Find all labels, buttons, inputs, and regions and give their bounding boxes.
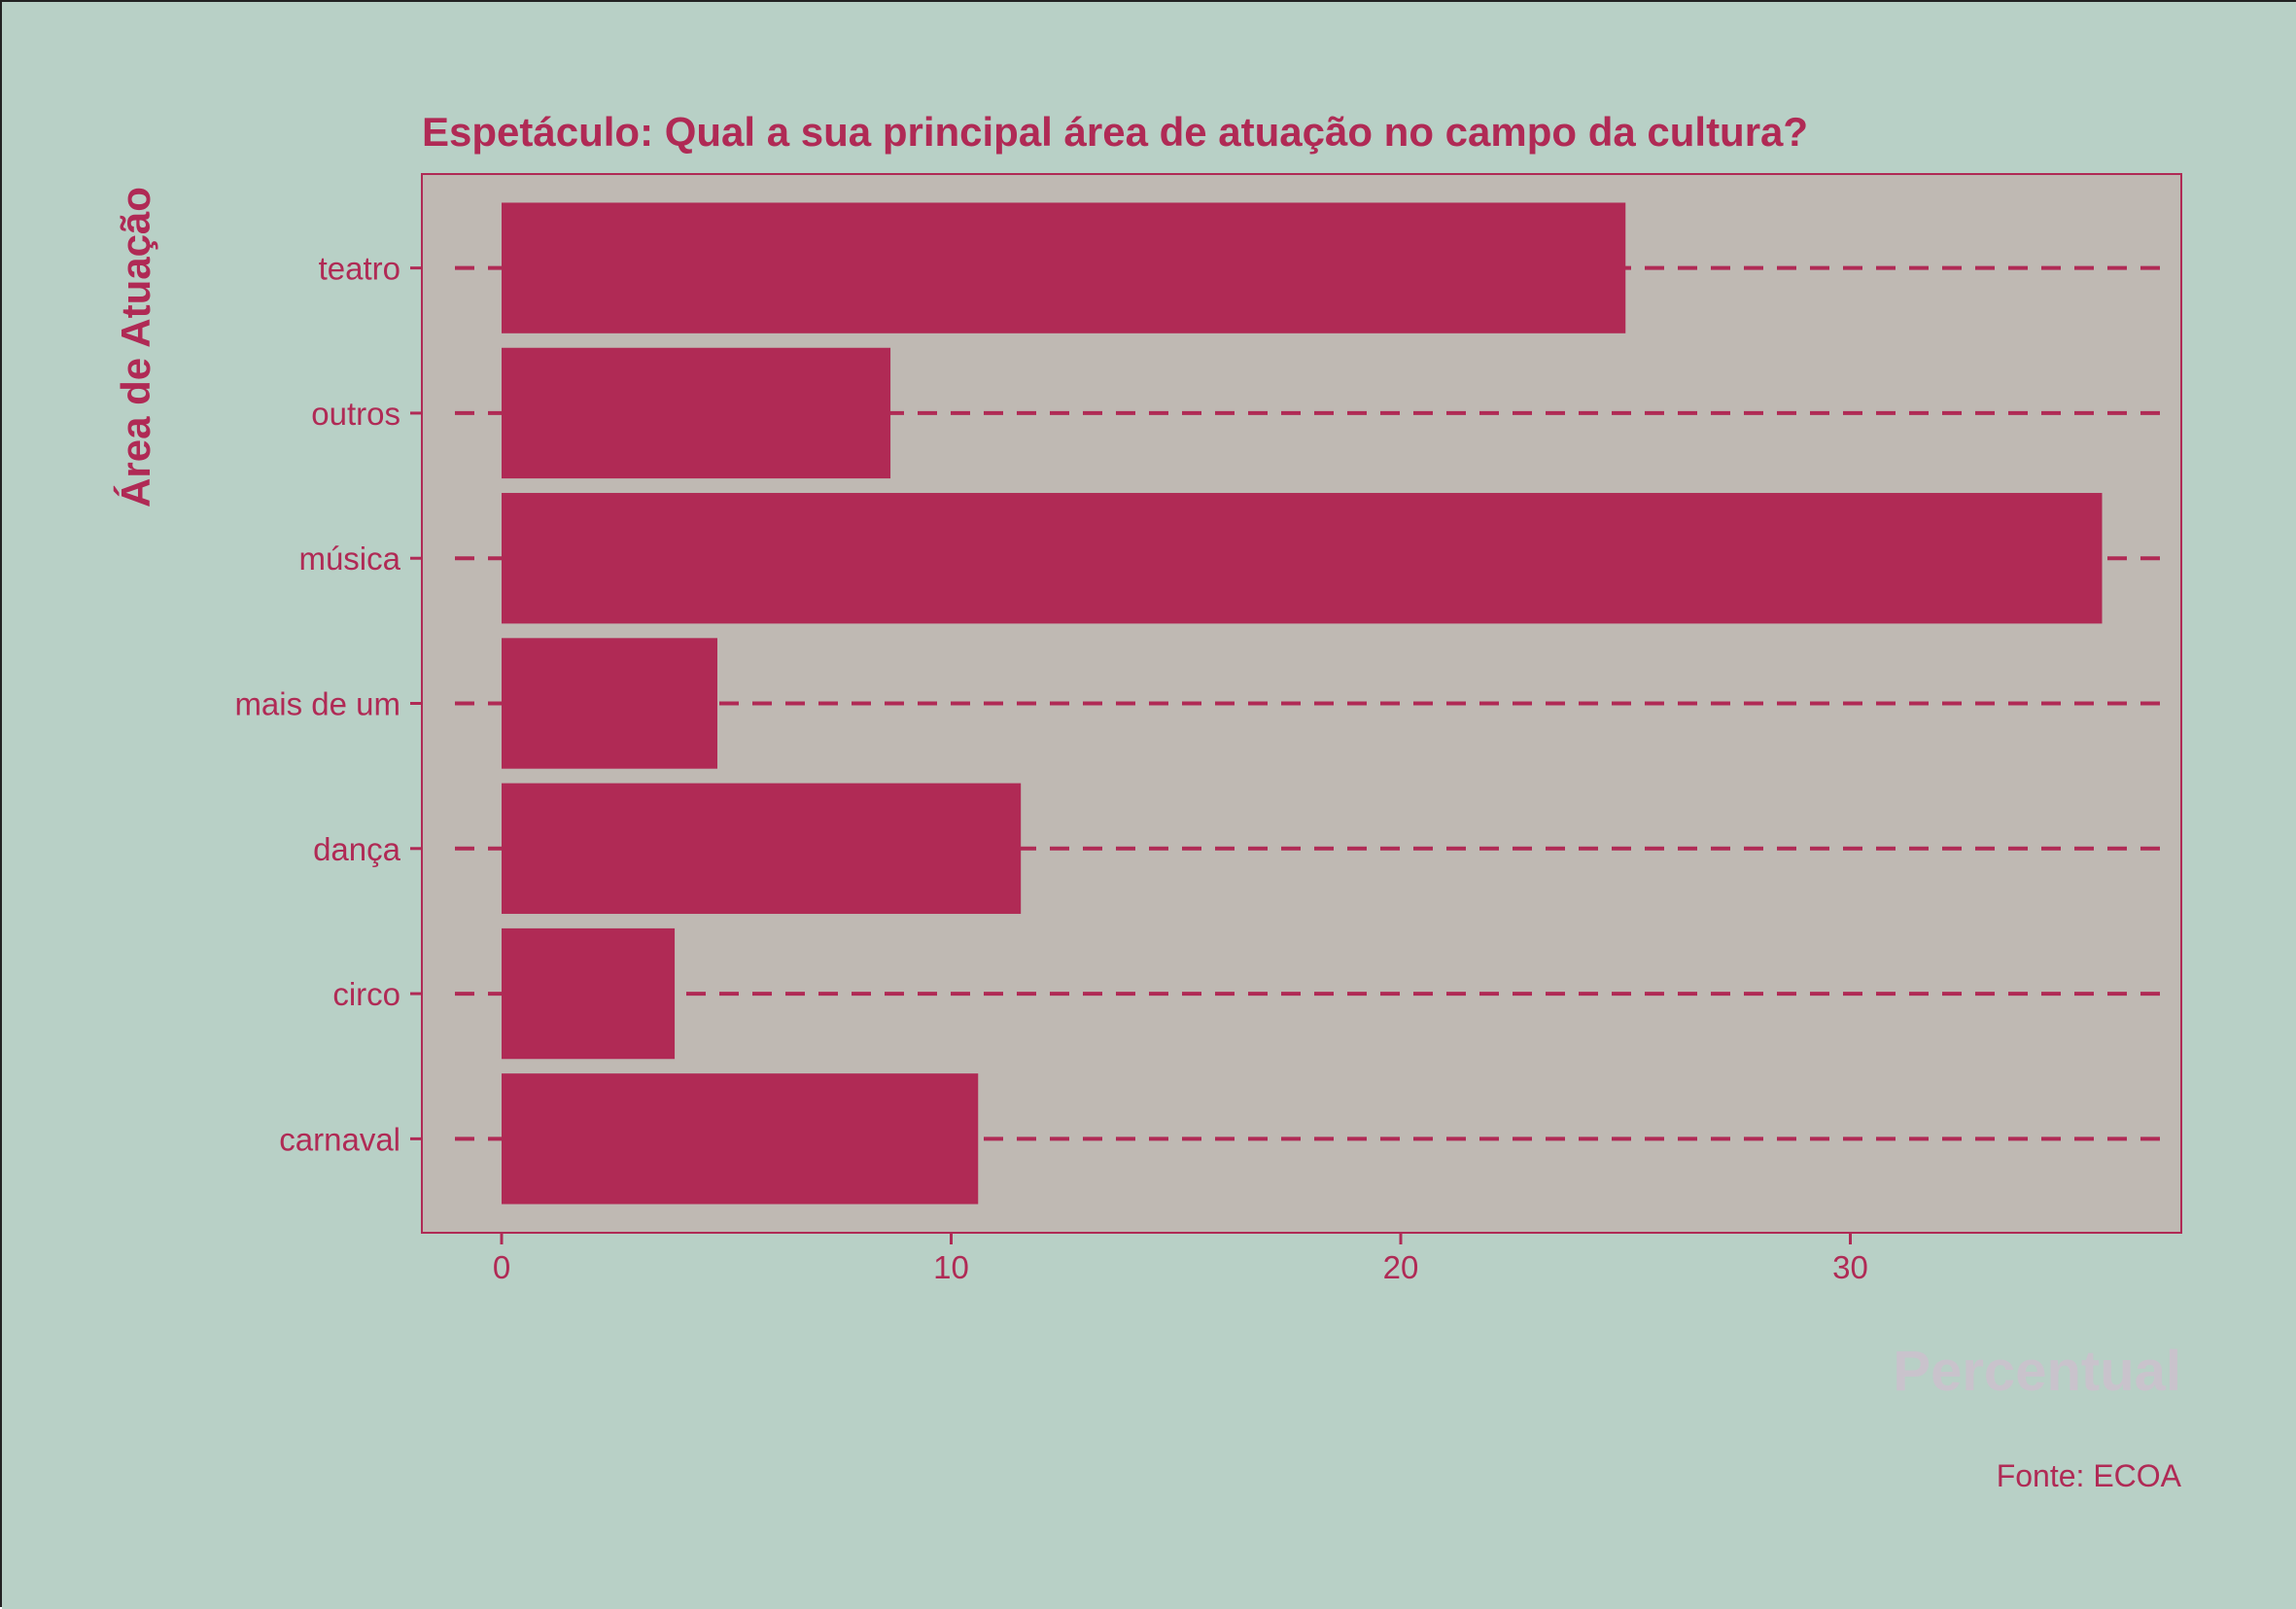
bar-circo <box>502 927 676 1060</box>
y-tick-labels: teatro outros música mais de um dança circo ca… <box>234 251 400 1158</box>
bars <box>502 202 2103 1205</box>
chart-title: Espetáculo: Qual a sua principal área de… <box>422 109 1808 155</box>
y-tick-label-música: música <box>298 541 400 577</box>
y-tick-marks <box>410 266 422 1140</box>
y-tick-label-outros: outros <box>311 396 400 432</box>
chart-caption: Fonte: ECOA <box>1997 1458 2182 1493</box>
bar-música <box>502 493 2103 624</box>
y-axis-label: Área de Atuação <box>113 187 158 507</box>
y-tick-label-dança: dança <box>313 831 401 867</box>
x-tick-label-0: 0 <box>493 1249 510 1285</box>
x-tick-label-10: 10 <box>933 1249 969 1285</box>
x-ticks: 0 10 20 30 <box>493 1233 1868 1285</box>
x-tick-label-30: 30 <box>1832 1249 1868 1285</box>
y-tick-label-carnaval: carnaval <box>279 1121 400 1157</box>
y-tick-label-teatro: teatro <box>319 251 400 287</box>
bar-mais de um <box>502 638 717 769</box>
y-tick-label-mais de um: mais de um <box>234 686 400 722</box>
x-tick-label-20: 20 <box>1383 1249 1419 1285</box>
bar-dança <box>502 783 1022 914</box>
y-tick-label-circo: circo <box>332 976 400 1012</box>
bar-carnaval <box>502 1073 979 1205</box>
bar-outros <box>502 347 891 479</box>
bar-teatro <box>502 202 1626 333</box>
x-axis-label: Percentual <box>1893 1340 2181 1403</box>
